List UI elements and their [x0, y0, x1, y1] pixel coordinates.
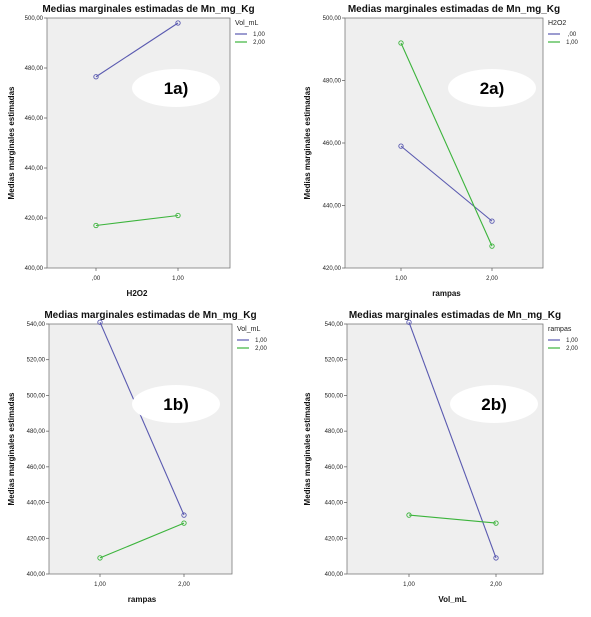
- x-tick-label: 1,00: [395, 276, 407, 282]
- plot-area: [48, 323, 233, 575]
- legend-label: 1,00: [255, 338, 267, 344]
- y-axis-label: Medias marginales estimadas: [303, 392, 312, 505]
- panel-label: 2b): [481, 395, 507, 414]
- y-tick-label: 420,00: [27, 536, 46, 542]
- panel-label: 2a): [480, 79, 505, 98]
- y-tick-label: 460,00: [323, 141, 342, 147]
- data-point: [398, 40, 404, 46]
- x-tick-label: 1,00: [94, 582, 106, 588]
- legend-label: 1,00: [566, 338, 578, 344]
- y-tick-label: 500,00: [27, 393, 46, 399]
- chart-panel-2b: Medias marginales estimadas de Mn_mg_Kg 4…: [296, 306, 591, 612]
- series-line: [99, 522, 185, 559]
- series-line: [95, 22, 179, 78]
- plot-area: [346, 323, 544, 575]
- y-axis-label: Medias marginales estimadas: [303, 86, 312, 199]
- x-axis-label: rampas: [128, 595, 157, 604]
- legend-label: 2,00: [255, 346, 267, 352]
- plot-area: [344, 17, 544, 269]
- data-point: [493, 555, 499, 561]
- y-tick-label: 500,00: [325, 393, 344, 399]
- data-point: [493, 520, 499, 526]
- y-axis-label: Medias marginales estimadas: [7, 392, 16, 505]
- y-tick-label: 420,00: [323, 266, 342, 272]
- data-point: [489, 243, 495, 249]
- y-tick-label: 520,00: [325, 358, 344, 364]
- panel-label: 1b): [163, 395, 189, 414]
- x-tick-label: ,00: [92, 276, 101, 282]
- chart-panel-1b: Medias marginales estimadas de Mn_mg_Kg 4…: [0, 306, 296, 612]
- y-tick-label: 480,00: [323, 79, 342, 85]
- x-axis-label: Vol_mL: [438, 595, 466, 604]
- chart-panel-1a: Medias marginales estimadas de Mn_mg_Kg 4…: [0, 0, 296, 306]
- legend-title: Vol_mL: [235, 20, 258, 27]
- x-tick-label: 1,00: [172, 276, 184, 282]
- legend-label: 2,00: [566, 346, 578, 352]
- legend-label: ,00: [568, 32, 577, 38]
- y-tick-label: 480,00: [27, 429, 46, 435]
- series-line: [95, 214, 179, 227]
- y-tick-label: 480,00: [325, 429, 344, 435]
- x-axis-label: H2O2: [127, 289, 148, 298]
- data-point: [181, 512, 187, 518]
- panel-label: 1a): [164, 79, 189, 98]
- legend-label: 2,00: [253, 40, 265, 46]
- chart-title: Medias marginales estimadas de Mn_mg_Kg: [348, 4, 560, 15]
- y-tick-label: 460,00: [27, 465, 46, 471]
- data-point: [175, 20, 181, 26]
- x-tick-label: 2,00: [490, 582, 502, 588]
- y-tick-label: 420,00: [25, 216, 44, 222]
- legend-title: rampas: [548, 326, 572, 333]
- series-line: [400, 145, 493, 222]
- data-point: [93, 74, 99, 80]
- x-axis-label: rampas: [432, 289, 461, 298]
- y-tick-label: 500,00: [25, 16, 44, 22]
- chart-title: Medias marginales estimadas de Mn_mg_Kg: [42, 4, 254, 15]
- y-tick-label: 440,00: [325, 501, 344, 507]
- series-line: [99, 321, 185, 516]
- x-tick-label: 2,00: [178, 582, 190, 588]
- series-line: [400, 42, 493, 247]
- y-tick-label: 460,00: [25, 116, 44, 122]
- data-point: [398, 143, 404, 149]
- panel-label-badge: [448, 69, 536, 107]
- data-point: [175, 212, 181, 219]
- series-line: [408, 514, 497, 524]
- y-tick-label: 420,00: [325, 536, 344, 542]
- data-point: [93, 222, 99, 229]
- chart-title: Medias marginales estimadas de Mn_mg_Kg: [349, 310, 561, 321]
- y-tick-label: 400,00: [325, 572, 344, 578]
- legend-label: 1,00: [566, 40, 578, 46]
- x-tick-label: 1,00: [403, 582, 415, 588]
- data-point: [181, 520, 187, 526]
- y-tick-label: 500,00: [323, 16, 342, 22]
- chart-panel-2a: Medias marginales estimadas de Mn_mg_Kg 4…: [296, 0, 591, 306]
- y-tick-label: 440,00: [25, 166, 44, 172]
- series-line: [408, 322, 497, 559]
- data-point: [406, 319, 412, 325]
- chart-title: Medias marginales estimadas de Mn_mg_Kg: [44, 310, 256, 321]
- legend-title: H2O2: [548, 20, 566, 27]
- y-tick-label: 460,00: [325, 465, 344, 471]
- y-tick-label: 540,00: [27, 322, 46, 328]
- y-axis-label: Medias marginales estimadas: [7, 86, 16, 199]
- legend-label: 1,00: [253, 32, 265, 38]
- data-point: [97, 555, 103, 561]
- panel-label-badge: [132, 69, 220, 107]
- y-tick-label: 400,00: [27, 572, 46, 578]
- panel-label-badge: [450, 385, 538, 423]
- y-tick-label: 540,00: [325, 322, 344, 328]
- y-tick-label: 480,00: [25, 66, 44, 72]
- y-tick-label: 400,00: [25, 266, 44, 272]
- legend-title: Vol_mL: [237, 326, 260, 333]
- y-tick-label: 520,00: [27, 358, 46, 364]
- panel-label-badge: [132, 385, 220, 423]
- y-tick-label: 440,00: [27, 501, 46, 507]
- data-point: [406, 512, 412, 518]
- y-tick-label: 440,00: [323, 204, 342, 210]
- data-point: [97, 319, 103, 325]
- data-point: [489, 218, 495, 224]
- plot-area: [46, 17, 231, 269]
- x-tick-label: 2,00: [486, 276, 498, 282]
